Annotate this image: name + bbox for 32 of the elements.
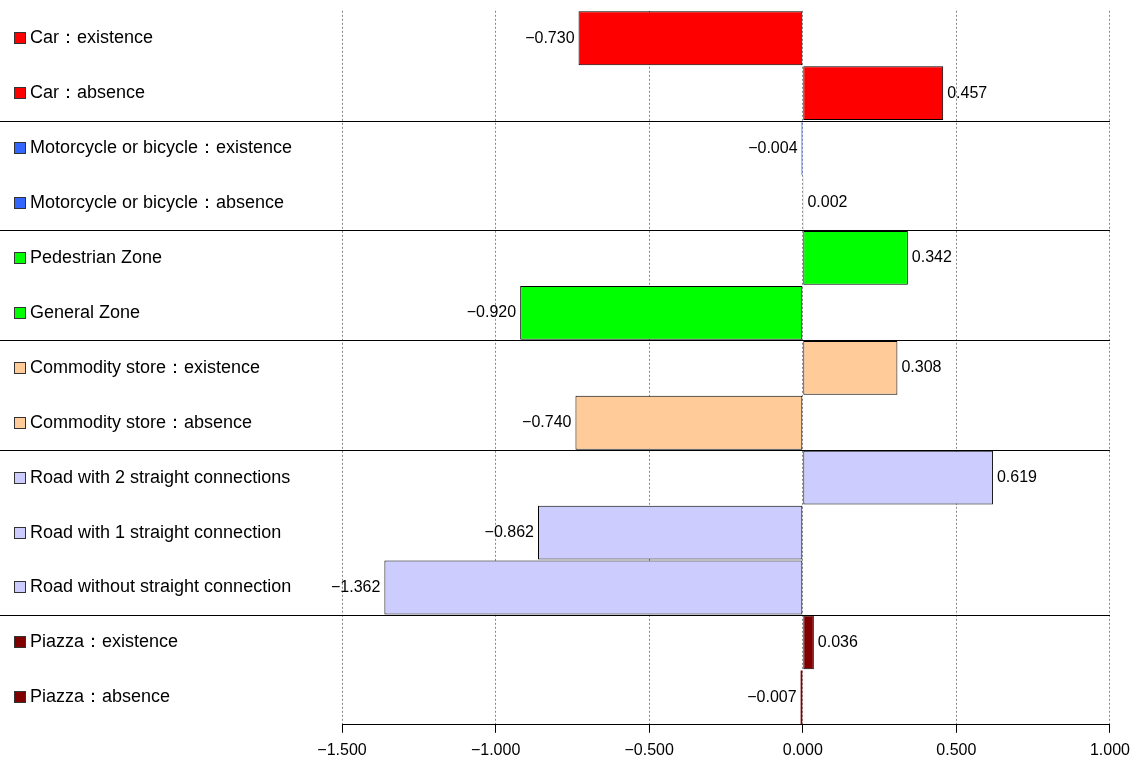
- y-tick-label: Commodity store：absence: [30, 411, 253, 432]
- data-label: −0.004: [748, 138, 798, 156]
- y-tick-label: Piazza：absence: [30, 686, 171, 707]
- data-label: 0.308: [901, 358, 942, 376]
- y-tick-label: Motorcycle or bicycle：absence: [30, 192, 285, 212]
- data-label: −0.920: [466, 303, 517, 321]
- y-tick-label: Road with 2 straight connections: [30, 466, 291, 487]
- data-label: 0.036: [817, 632, 858, 650]
- y-tick-label: Car：existence: [30, 27, 154, 48]
- x-tick-label: 1.000: [1089, 740, 1131, 758]
- y-tick-label: Motorcycle or bicycle：existence: [30, 137, 293, 158]
- x-tick-label: −1.500: [317, 740, 367, 758]
- data-label: −0.740: [522, 413, 572, 431]
- y-tick-label: Car：absence: [30, 82, 146, 103]
- y-tick-label: Road without straight connection: [30, 576, 292, 597]
- y-tick-label: Commodity store：existence: [30, 356, 261, 377]
- x-tick-label: −1.000: [470, 740, 521, 758]
- y-tick-label: Piazza：existence: [30, 631, 179, 652]
- x-tick-label: 0.000: [782, 740, 823, 758]
- data-label: 0.457: [947, 83, 988, 101]
- data-label: 0.002: [807, 193, 848, 211]
- y-tick-label: General Zone: [30, 301, 141, 322]
- data-label: 0.619: [996, 468, 1038, 486]
- data-label: −1.362: [331, 577, 381, 595]
- y-tick-label: Pedestrian Zone: [30, 246, 163, 267]
- data-label: −0.862: [484, 522, 535, 540]
- data-label: −0.730: [525, 28, 575, 46]
- x-tick-label: 0.500: [936, 740, 977, 758]
- y-tick-label: Road with 1 straight connection: [30, 521, 282, 542]
- data-label: −0.007: [747, 687, 797, 705]
- data-label: 0.342: [911, 248, 952, 266]
- x-tick-label: −0.500: [624, 740, 674, 758]
